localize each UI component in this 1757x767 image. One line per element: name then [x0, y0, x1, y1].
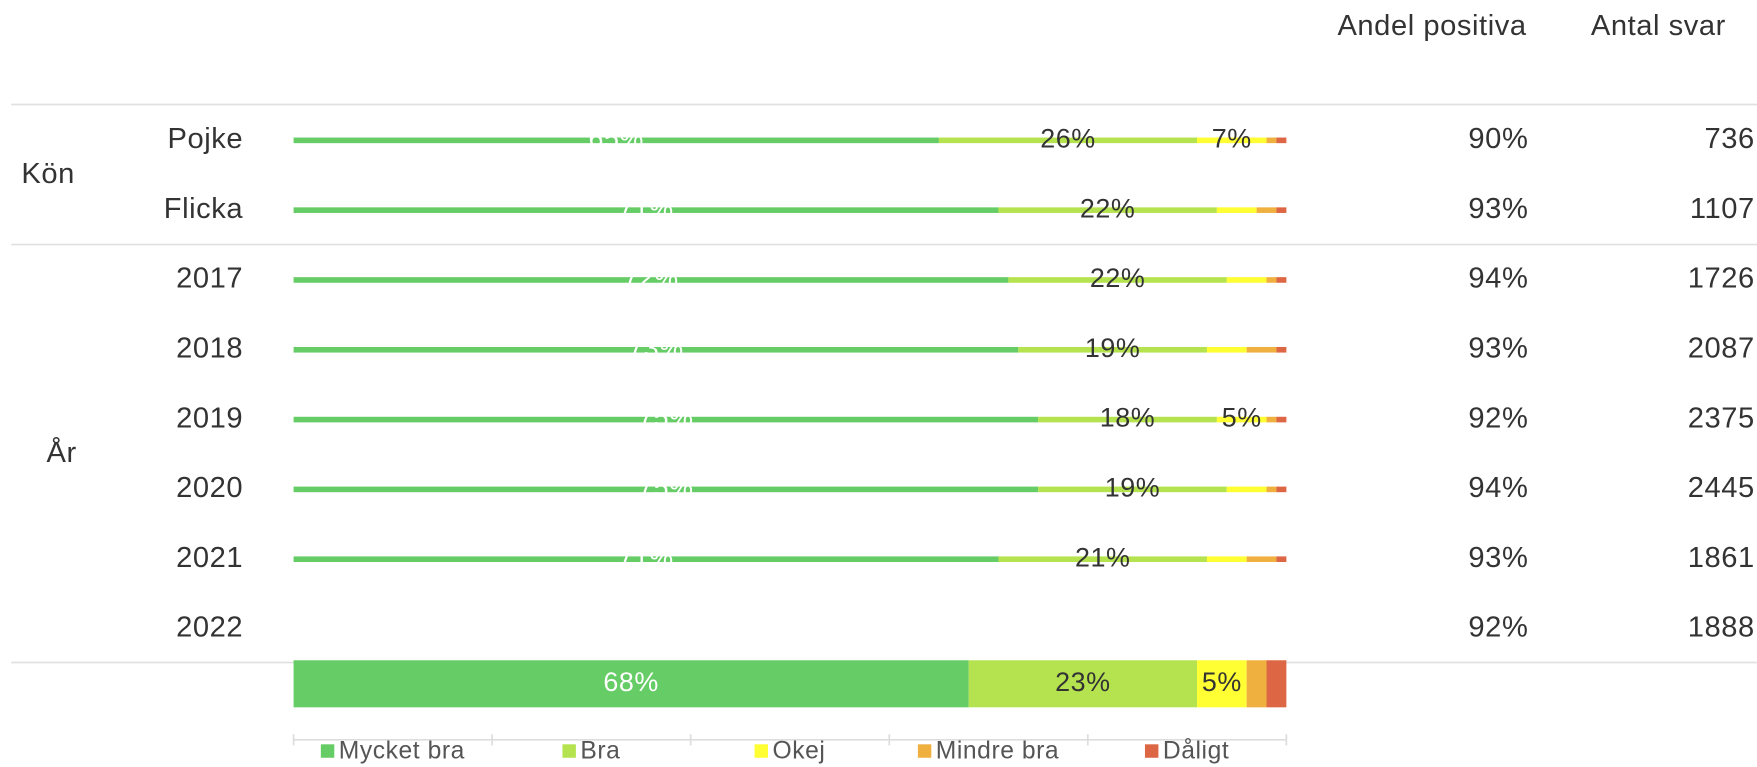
data-label: 73%: [628, 333, 683, 363]
column-value: 92%: [1468, 402, 1528, 434]
column-value: 94%: [1468, 472, 1528, 504]
bar-segment: [293, 346, 1019, 353]
data-label: 72%: [623, 263, 678, 293]
bar-segment: [1266, 660, 1287, 708]
category-label: Pojke: [167, 123, 243, 155]
bar-segment: [1246, 556, 1277, 563]
legend-swatch: [320, 744, 335, 758]
category-label: 2018: [176, 332, 243, 364]
category-label: 2020: [176, 472, 243, 504]
bar-segment: [1266, 416, 1277, 423]
data-label: 22%: [1090, 263, 1145, 293]
bar-segment: [1197, 137, 1267, 144]
bar-segment: [1276, 416, 1287, 423]
legend-label: Dåligt: [1163, 738, 1229, 765]
bar-segment: [968, 660, 1198, 708]
data-label: 7%: [1212, 123, 1252, 153]
bar-segment: [1266, 277, 1277, 283]
bar-segment: [1266, 137, 1277, 144]
bar-segment: [1276, 486, 1287, 493]
legend-label: Bra: [580, 738, 620, 765]
data-label: 65%: [588, 123, 643, 153]
column-value: 2375: [1688, 402, 1755, 434]
data-label: 68%: [603, 667, 658, 697]
bar-segment: [1246, 660, 1267, 708]
bar-segment: [1276, 137, 1287, 144]
bar-segment: [1008, 277, 1227, 283]
legend-label: Okej: [772, 738, 825, 765]
data-label: 5%: [1222, 403, 1262, 433]
bar-segment: [293, 556, 999, 563]
bar-segment: [1276, 207, 1287, 213]
data-label: 71%: [618, 193, 673, 223]
bar-segment: [1018, 346, 1207, 353]
legend-swatch: [754, 744, 769, 758]
legend-swatch: [562, 744, 576, 758]
bar-segment: [1216, 207, 1257, 213]
column-value: 2087: [1688, 332, 1755, 364]
bar-segment: [293, 137, 939, 144]
legend-label: Mindre bra: [936, 738, 1059, 765]
data-label: 21%: [1075, 542, 1130, 572]
legend-label: Mycket bra: [339, 738, 465, 765]
bar-segment: [1276, 277, 1287, 283]
bar-segment: [938, 137, 1198, 144]
column-value: 1861: [1688, 542, 1755, 574]
bar-segment: [1038, 486, 1227, 493]
data-label: 22%: [1080, 193, 1135, 223]
bar-segment: [293, 660, 969, 708]
category-label: 2017: [176, 263, 243, 295]
bar-segment: [1276, 556, 1287, 563]
column-value: 736: [1704, 123, 1754, 155]
group-label: Kön: [21, 158, 75, 190]
column-value: 90%: [1468, 123, 1528, 155]
bar-segment: [998, 207, 1217, 213]
bar-segment: [293, 486, 1039, 493]
data-label: 26%: [1040, 123, 1095, 153]
group-label: År: [47, 436, 77, 469]
bar-segment: [1206, 346, 1247, 353]
bar-segment: [1246, 346, 1277, 353]
category-label: Flicka: [164, 193, 244, 225]
column-value: 93%: [1468, 542, 1528, 574]
column-value: 2445: [1688, 472, 1755, 504]
bar-segment: [293, 416, 1039, 423]
data-label: 23%: [1055, 667, 1110, 697]
bar-segment: [998, 556, 1207, 563]
bar-segment: [1266, 486, 1277, 493]
data-label: 18%: [1100, 403, 1155, 433]
bar-segment: [1038, 416, 1217, 423]
column-value: 93%: [1468, 193, 1528, 225]
data-label: 75%: [638, 403, 693, 433]
column-header: Andel positiva: [1337, 10, 1526, 42]
column-value: 1888: [1688, 612, 1755, 644]
data-label: 5%: [1202, 667, 1242, 697]
bar-segment: [1276, 346, 1287, 353]
data-label: 19%: [1105, 473, 1160, 503]
bar-segment: [293, 207, 999, 213]
bar-segment: [1226, 277, 1267, 283]
category-label: 2019: [176, 402, 243, 434]
bar-segment: [1226, 486, 1267, 493]
category-label: 2022: [176, 612, 243, 644]
data-label: 19%: [1085, 333, 1140, 363]
bar-segment: [1197, 660, 1247, 708]
column-value: 93%: [1468, 332, 1528, 364]
data-label: 71%: [618, 542, 673, 572]
column-value: 1726: [1688, 263, 1755, 295]
legend-swatch: [1144, 744, 1159, 758]
data-label: 75%: [638, 473, 693, 503]
column-header: Antal svar: [1591, 10, 1726, 42]
legend-swatch: [917, 744, 932, 758]
category-label: 2021: [176, 542, 243, 574]
bar-segment: [1216, 416, 1267, 423]
bar-segment: [1256, 207, 1277, 213]
column-value: 92%: [1468, 612, 1528, 644]
column-value: 94%: [1468, 263, 1528, 295]
bar-segment: [293, 277, 1009, 283]
column-value: 1107: [1690, 193, 1755, 225]
bar-segment: [1206, 556, 1247, 563]
